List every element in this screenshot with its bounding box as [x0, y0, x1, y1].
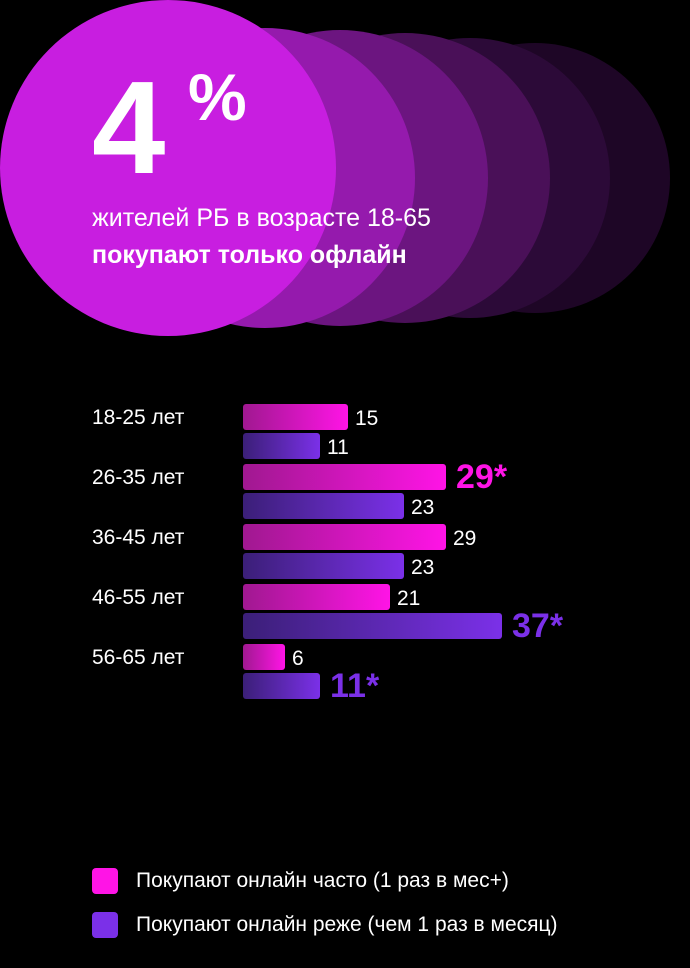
bar-frequent — [243, 524, 446, 550]
bar-frequent — [243, 404, 348, 430]
bar-rare — [243, 613, 502, 639]
age-bar-chart: 18-25 лет 15 11 26-35 лет 29* 23 36-45 лет 29 23… — [92, 404, 564, 705]
legend-item-frequent: Покупают онлайн часто (1 раз в мес+) — [92, 866, 509, 896]
hero-circles — [0, 0, 670, 336]
bar-frequent — [243, 464, 446, 490]
value-label: 21 — [397, 587, 420, 610]
headline-emphasis: покупают только офлайн — [92, 241, 407, 269]
bar-rare — [243, 493, 404, 519]
category-label: 46-55 лет — [92, 586, 185, 609]
bar-frequent — [243, 644, 285, 670]
value-label: 29 — [453, 527, 476, 550]
legend-swatch-frequent — [92, 868, 118, 894]
category-label: 56-65 лет — [92, 646, 185, 669]
value-label: 11* — [330, 667, 380, 705]
legend-swatch-rare — [92, 912, 118, 938]
legend-label-rare: Покупают онлайн реже (чем 1 раз в месяц) — [136, 913, 558, 936]
bar-rare — [243, 553, 404, 579]
value-label: 23 — [411, 496, 434, 519]
value-label: 11 — [327, 436, 349, 459]
hero-circle-1 — [0, 0, 336, 336]
value-label: 23 — [411, 556, 434, 579]
value-label: 37* — [512, 607, 564, 645]
value-label: 29* — [456, 458, 508, 496]
bar-rare — [243, 433, 320, 459]
headline-percent-sign: % — [188, 60, 247, 134]
headline-subtitle: жителей РБ в возрасте 18-65 — [92, 204, 431, 232]
category-label: 26-35 лет — [92, 466, 185, 489]
category-label: 36-45 лет — [92, 526, 185, 549]
headline-number: 4 — [92, 54, 165, 201]
value-label: 6 — [292, 647, 304, 670]
bar-rare — [243, 673, 320, 699]
legend-label-frequent: Покупают онлайн часто (1 раз в мес+) — [136, 869, 509, 892]
legend-item-rare: Покупают онлайн реже (чем 1 раз в месяц) — [92, 910, 558, 940]
value-label: 15 — [355, 407, 378, 430]
category-label: 18-25 лет — [92, 406, 185, 429]
bar-frequent — [243, 584, 390, 610]
